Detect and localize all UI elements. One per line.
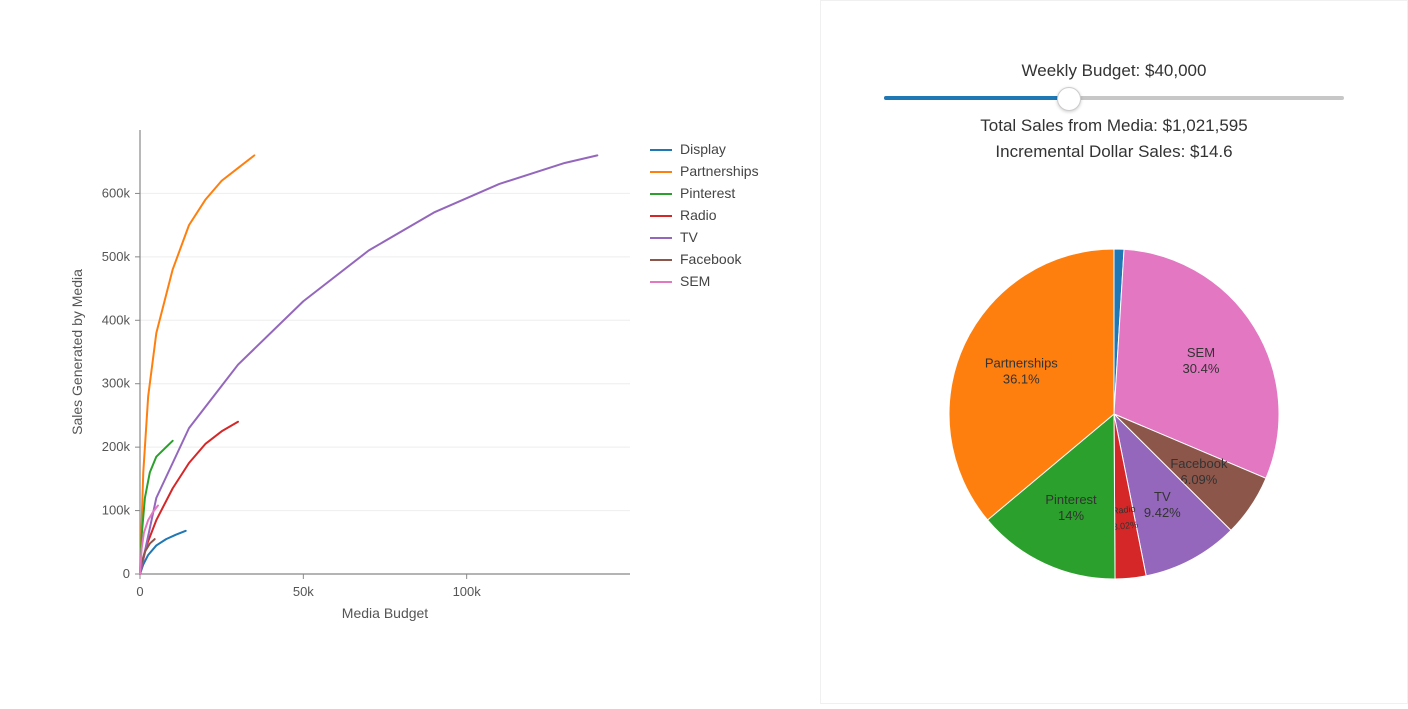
svg-text:SEM: SEM <box>1187 345 1215 360</box>
legend-item-facebook[interactable]: Facebook <box>680 251 742 267</box>
svg-text:Media Budget: Media Budget <box>342 605 429 621</box>
svg-text:0: 0 <box>123 566 130 581</box>
svg-text:400k: 400k <box>102 312 131 327</box>
legend-item-tv[interactable]: TV <box>680 229 699 245</box>
svg-text:100k: 100k <box>102 503 131 518</box>
line-chart-panel: 0 100k 200k 300k 400k 500k 600k 0 50k 100k Media B… <box>0 0 820 704</box>
pie-label-sem: SEM30.4% <box>1183 345 1220 376</box>
svg-text:100k: 100k <box>453 584 482 599</box>
legend-item-sem[interactable]: SEM <box>680 273 710 289</box>
svg-text:Facebook: Facebook <box>1170 456 1228 471</box>
svg-text:Pinterest: Pinterest <box>1045 492 1097 507</box>
legend-item-display[interactable]: Display <box>680 141 726 157</box>
pie-chart-panel: SEM30.4%Facebook6.09%TV9.42%Radio3.02%Pi… <box>904 224 1324 609</box>
incremental-sales-metric: Incremental Dollar Sales: $14.6 <box>884 139 1344 165</box>
line-chart: 0 100k 200k 300k 400k 500k 600k 0 50k 100k Media B… <box>0 0 820 704</box>
svg-text:600k: 600k <box>102 185 131 200</box>
incremental-sales-value: $14.6 <box>1190 142 1233 161</box>
svg-text:14%: 14% <box>1058 508 1084 523</box>
budget-title-prefix: Weekly Budget: <box>1022 61 1145 80</box>
legend-item-radio[interactable]: Radio <box>680 207 717 223</box>
svg-text:50k: 50k <box>293 584 314 599</box>
svg-text:36.1%: 36.1% <box>1003 372 1040 387</box>
svg-text:0: 0 <box>136 584 143 599</box>
svg-text:Partnerships: Partnerships <box>985 356 1058 371</box>
budget-slider-block: Weekly Budget: $40,000 Total Sales from … <box>884 61 1344 164</box>
svg-text:6.09%: 6.09% <box>1180 472 1217 487</box>
legend-item-partnerships[interactable]: Partnerships <box>680 163 759 179</box>
total-sales-metric: Total Sales from Media: $1,021,595 <box>884 113 1344 139</box>
svg-text:200k: 200k <box>102 439 131 454</box>
series-tv <box>140 155 597 574</box>
svg-text:300k: 300k <box>102 376 131 391</box>
right-panel: Weekly Budget: $40,000 Total Sales from … <box>820 0 1408 704</box>
budget-slider-title: Weekly Budget: $40,000 <box>884 61 1344 81</box>
svg-text:30.4%: 30.4% <box>1183 361 1220 376</box>
slider-thumb[interactable] <box>1057 87 1081 111</box>
legend-item-pinterest[interactable]: Pinterest <box>680 185 735 201</box>
total-sales-value: $1,021,595 <box>1163 116 1248 135</box>
budget-slider[interactable] <box>884 87 1344 107</box>
pie-chart: SEM30.4%Facebook6.09%TV9.42%Radio3.02%Pi… <box>904 224 1324 604</box>
series-radio <box>140 422 238 574</box>
svg-text:9.42%: 9.42% <box>1144 505 1181 520</box>
slider-track-fill <box>884 96 1068 100</box>
svg-text:TV: TV <box>1154 489 1171 504</box>
budget-title-value: $40,000 <box>1145 61 1206 80</box>
total-sales-prefix: Total Sales from Media: <box>980 116 1162 135</box>
svg-text:Sales Generated by Media: Sales Generated by Media <box>69 269 85 435</box>
incremental-sales-prefix: Incremental Dollar Sales: <box>995 142 1190 161</box>
svg-text:500k: 500k <box>102 249 131 264</box>
